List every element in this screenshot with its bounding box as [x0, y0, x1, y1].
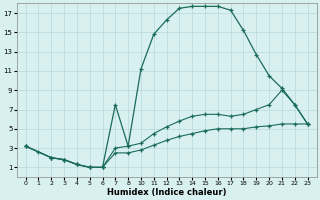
X-axis label: Humidex (Indice chaleur): Humidex (Indice chaleur)	[107, 188, 226, 197]
